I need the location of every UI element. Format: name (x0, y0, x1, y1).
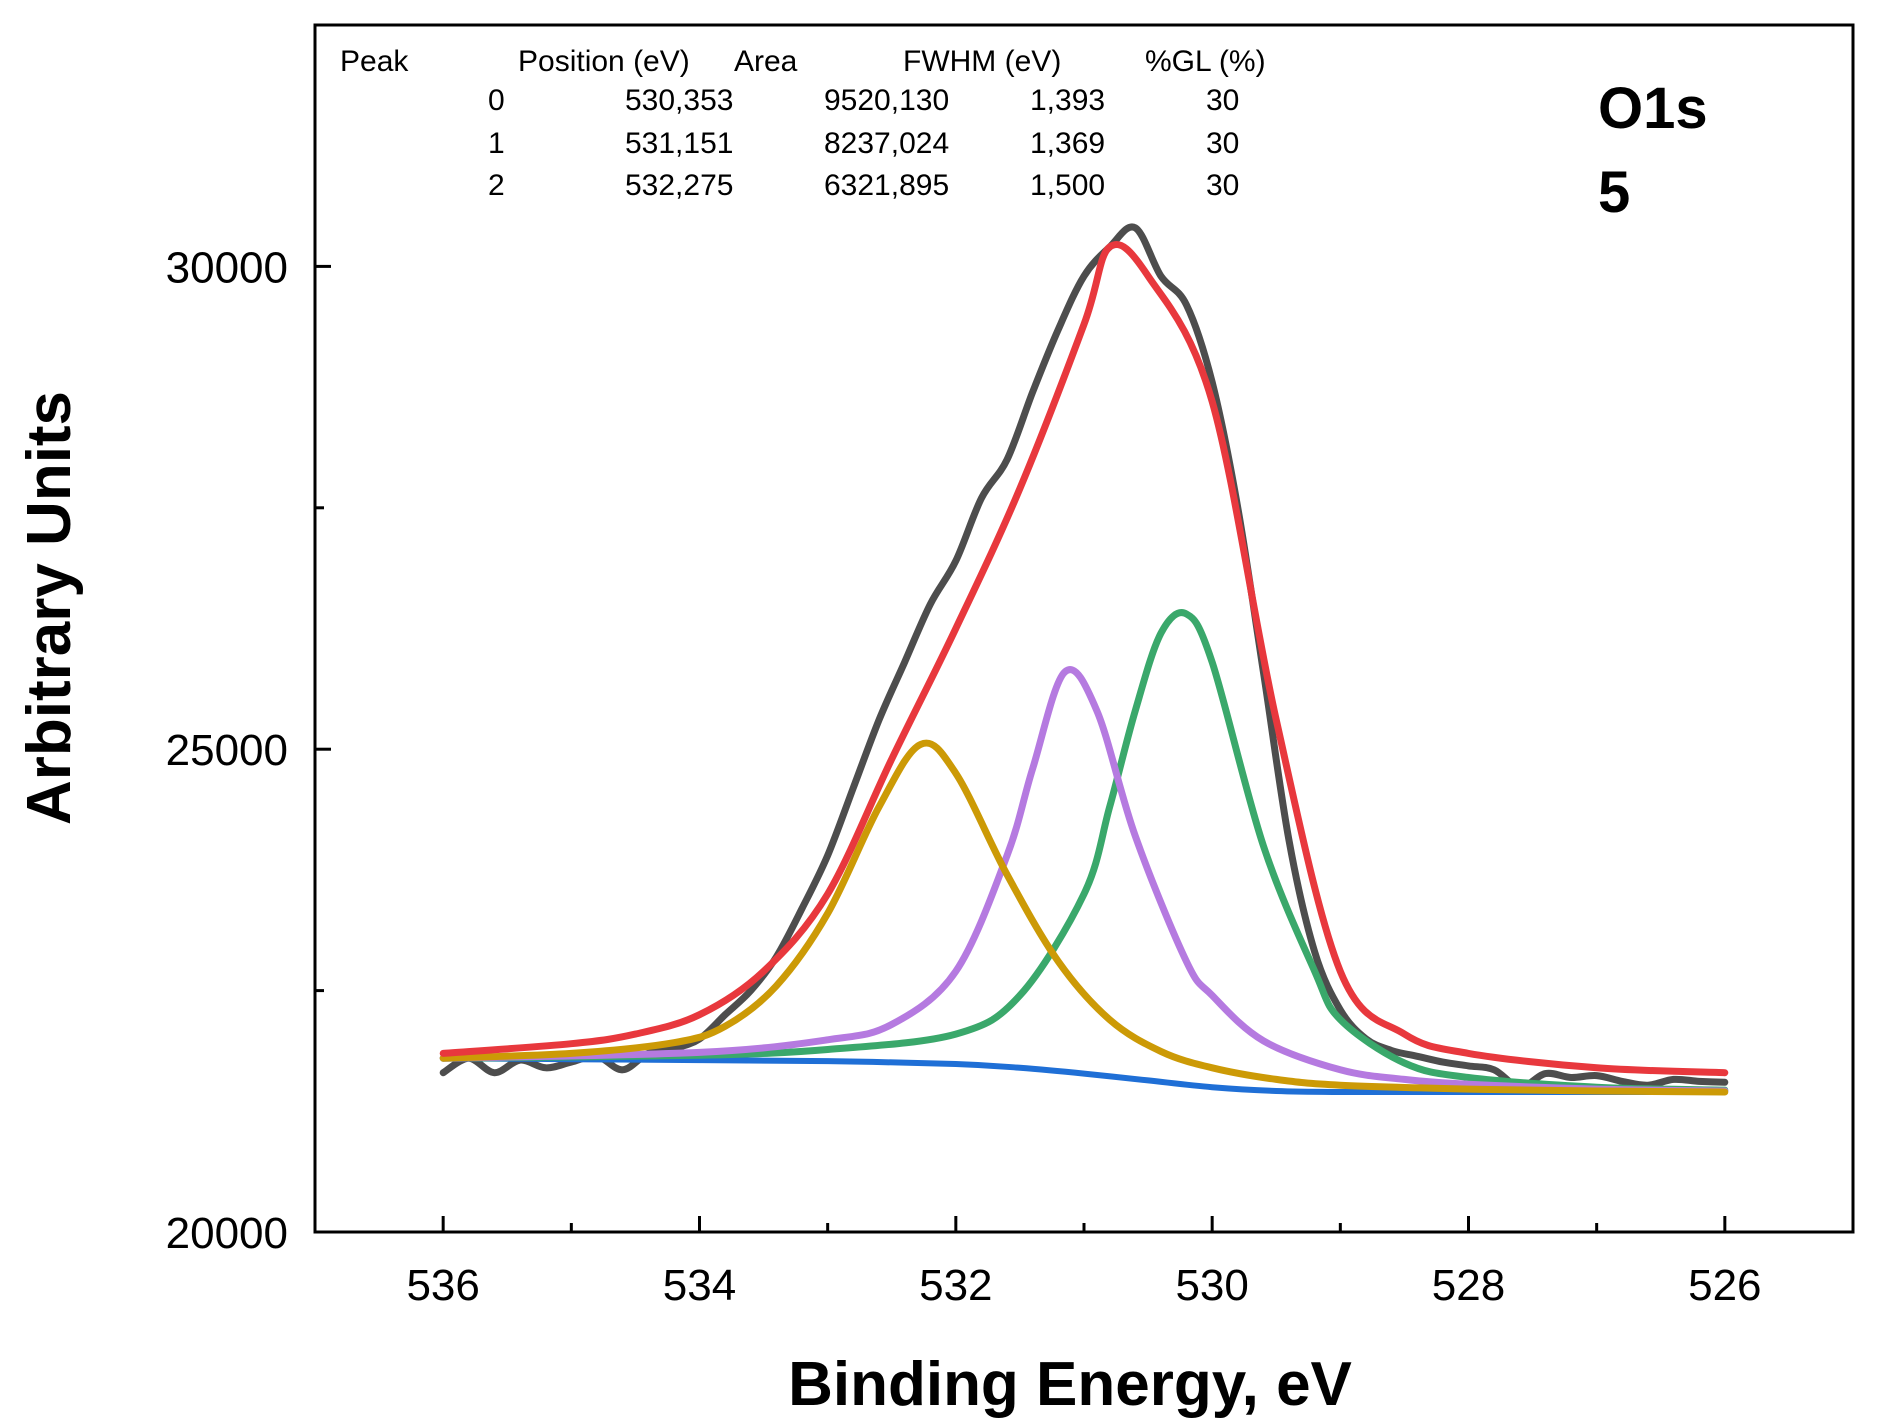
region-label: O1s (1598, 76, 1708, 141)
peak-2-line (439, 739, 1729, 1096)
table-cell: 1,393 (1030, 84, 1105, 117)
x-tick-label: 534 (663, 1261, 736, 1310)
x-tick-label: 530 (1175, 1261, 1248, 1310)
table-header-area: Area (734, 45, 798, 78)
y-axis-title: Arbitrary Units (15, 391, 84, 825)
table-header-peak: Peak (340, 45, 409, 78)
table-header-position: Position (eV) (518, 45, 690, 78)
envelope-fit-line (439, 241, 1729, 1077)
peak-1-line (439, 666, 1729, 1095)
table-cell: 0 (488, 84, 505, 117)
series-layer (439, 223, 1729, 1096)
table-cell: 1,369 (1030, 127, 1105, 160)
table-cell: 530,353 (625, 84, 733, 117)
tick-layer: 536 534 532 530 528 526 20000 25000 30000 (166, 243, 1762, 1310)
x-tick-label: 536 (406, 1261, 479, 1310)
table-cell: 30 (1206, 169, 1239, 202)
peak-0-line (439, 609, 1729, 1094)
y-tick-label: 25000 (166, 726, 288, 775)
x-axis-title: Binding Energy, eV (788, 1350, 1352, 1419)
x-tick-label: 532 (919, 1261, 992, 1310)
y-tick-label: 30000 (166, 243, 288, 292)
table-cell: 531,151 (625, 127, 733, 160)
table-cell: 30 (1206, 127, 1239, 160)
table-cell: 9520,130 (824, 84, 949, 117)
table-cell: 8237,024 (824, 127, 949, 160)
y-tick-label: 20000 (166, 1209, 288, 1258)
table-cell: 532,275 (625, 169, 733, 202)
table-cell: 1 (488, 127, 505, 160)
sample-label: 5 (1598, 160, 1630, 225)
x-tick-label: 526 (1688, 1261, 1761, 1310)
peak-table: Peak Position (eV) Area FWHM (eV) %GL (%… (340, 45, 1266, 202)
table-cell: 6321,895 (824, 169, 949, 202)
table-cell: 30 (1206, 84, 1239, 117)
x-tick-label: 528 (1432, 1261, 1505, 1310)
plot-background (315, 25, 1853, 1232)
table-cell: 1,500 (1030, 169, 1105, 202)
table-header-fwhm: FWHM (eV) (903, 45, 1061, 78)
table-header-gl: %GL (%) (1145, 45, 1266, 78)
table-cell: 2 (488, 169, 505, 202)
